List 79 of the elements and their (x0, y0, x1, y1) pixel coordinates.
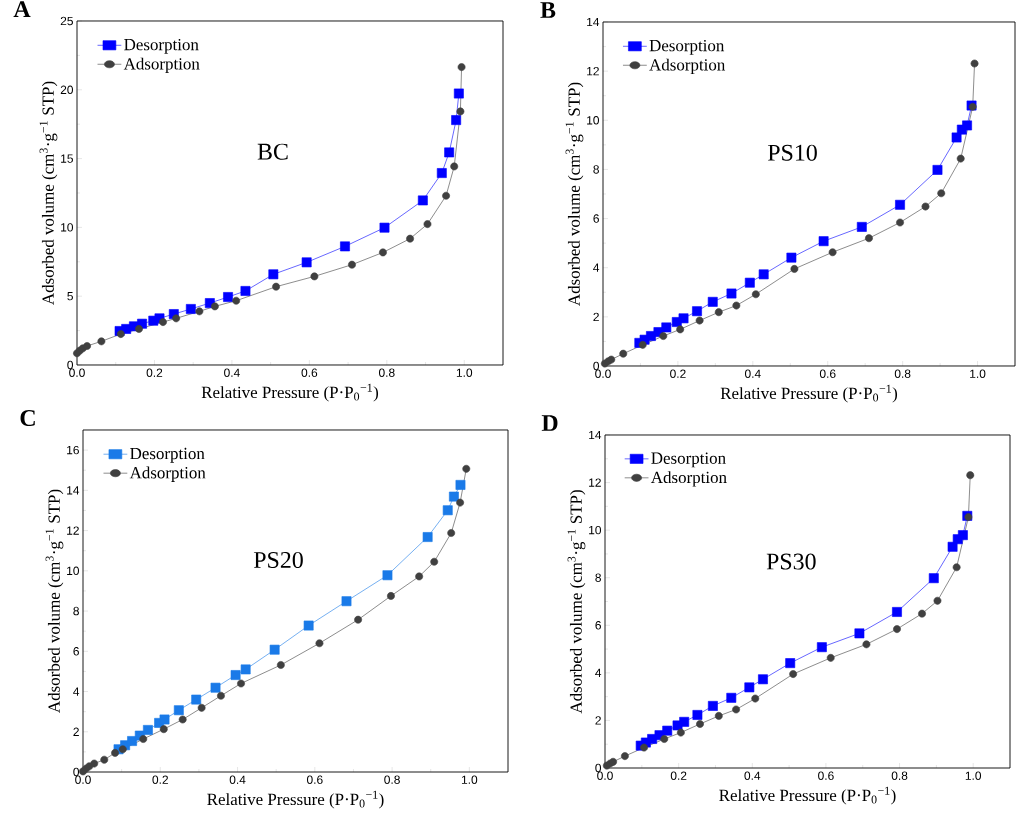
x-tick-label: 0.2 (146, 368, 163, 377)
x-tick-label: 0.0 (69, 368, 85, 377)
x-tick-label: 0.8 (384, 775, 400, 784)
y-tick-label: 10 (587, 116, 600, 125)
legend-label: Desorption (130, 447, 205, 463)
y-tick-label: 5 (67, 292, 73, 301)
x-tick-label: 0.8 (378, 368, 395, 377)
chart-title: B (540, 2, 556, 18)
y-axis-title: Adsorbed volume (cm$^{3}$·g$^{−1}$ STP) (39, 81, 58, 305)
y-tick-label: 8 (595, 573, 601, 582)
x-tick-label: 1.0 (970, 369, 986, 378)
x-tick-label: 0.6 (818, 771, 834, 780)
y-tick-label: 14 (67, 486, 80, 495)
y-axis-title: Adsorbed volume (cm$^{3}$·g$^{−1}$ STP) (565, 82, 584, 306)
annotation: BC (257, 143, 288, 160)
y-tick-label: 10 (67, 566, 80, 576)
y-tick-label: 4 (595, 668, 602, 677)
y-tick-label: 12 (587, 66, 599, 76)
legend-label: Desorption (649, 39, 725, 55)
x-tick-label: 1.0 (456, 368, 473, 377)
y-tick-label: 6 (593, 214, 599, 223)
x-tick-label: 0.0 (597, 771, 613, 780)
chart-title: A (13, 1, 31, 17)
legend-label: Adsorption (649, 58, 726, 74)
y-tick-label: 15 (61, 154, 73, 163)
y-tick-label: 0 (593, 361, 600, 371)
y-tick-label: 2 (593, 312, 599, 322)
x-tick-label: 1.0 (461, 775, 478, 784)
y-tick-label: 4 (593, 263, 600, 272)
y-tick-label: 8 (593, 165, 599, 174)
x-tick-label: 0.6 (306, 775, 323, 784)
y-tick-label: 0 (67, 360, 74, 370)
x-tick-label: 0.2 (152, 775, 168, 784)
y-tick-label: 6 (73, 647, 79, 656)
chart-title: D (541, 415, 558, 431)
y-tick-label: 20 (60, 85, 74, 95)
legend-label: Desorption (651, 452, 726, 468)
x-tick-label: 0.4 (744, 369, 761, 378)
y-tick-label: 12 (589, 478, 601, 487)
x-tick-label: 1.0 (965, 771, 982, 780)
annotation: PS20 (253, 551, 303, 569)
x-tick-label: 0.0 (595, 369, 611, 378)
x-axis-title: Relative Pressure (P·P$_{0}$$^{−1}$) (207, 790, 384, 809)
x-tick-label: 0.6 (819, 369, 836, 378)
x-tick-label: 0.0 (75, 775, 91, 784)
x-tick-label: 0.2 (670, 369, 686, 378)
y-tick-label: 0 (595, 763, 602, 773)
annotation: PS30 (766, 553, 816, 570)
y-tick-label: 25 (60, 16, 73, 26)
y-tick-label: 10 (589, 525, 602, 535)
annotation: PS10 (767, 144, 817, 161)
legend-label: Desorption (124, 38, 199, 54)
y-tick-label: 0 (73, 767, 80, 777)
y-tick-label: 16 (67, 445, 79, 455)
legend-label: Adsorption (123, 57, 200, 73)
x-axis-title: Relative Pressure (P·P$_{0}$$^{−1}$) (201, 383, 379, 402)
y-axis-title: Adsorbed volume (cm$^{3}$·g$^{−1}$ STP) (45, 489, 64, 713)
x-tick-label: 0.8 (894, 369, 911, 378)
y-tick-label: 2 (595, 716, 601, 725)
y-tick-label: 14 (589, 430, 602, 440)
y-tick-label: 6 (595, 621, 601, 630)
x-tick-label: 0.8 (891, 771, 908, 780)
x-axis-title: Relative Pressure (P·P$_{0}$$^{−1}$) (720, 384, 898, 403)
y-tick-label: 14 (587, 17, 600, 27)
x-tick-label: 0.2 (670, 771, 687, 780)
y-tick-label: 12 (67, 526, 79, 535)
y-tick-label: 4 (73, 687, 80, 696)
y-tick-label: 2 (73, 727, 79, 736)
x-tick-label: 0.4 (224, 368, 240, 377)
chart-title: C (20, 409, 35, 427)
x-tick-label: 0.4 (744, 771, 761, 780)
legend-label: Adsorption (650, 471, 727, 487)
y-tick-label: 8 (73, 606, 79, 616)
x-axis-title: Relative Pressure (P·P$_{0}$$^{−1}$) (719, 786, 896, 805)
y-axis-title: Adsorbed volume (cm$^{3}$·g$^{−1}$ STP) (567, 490, 586, 714)
x-tick-label: 0.6 (301, 368, 318, 377)
legend-label: Adsorption (129, 466, 206, 482)
y-tick-label: 10 (61, 223, 74, 232)
x-tick-label: 0.4 (229, 775, 246, 784)
